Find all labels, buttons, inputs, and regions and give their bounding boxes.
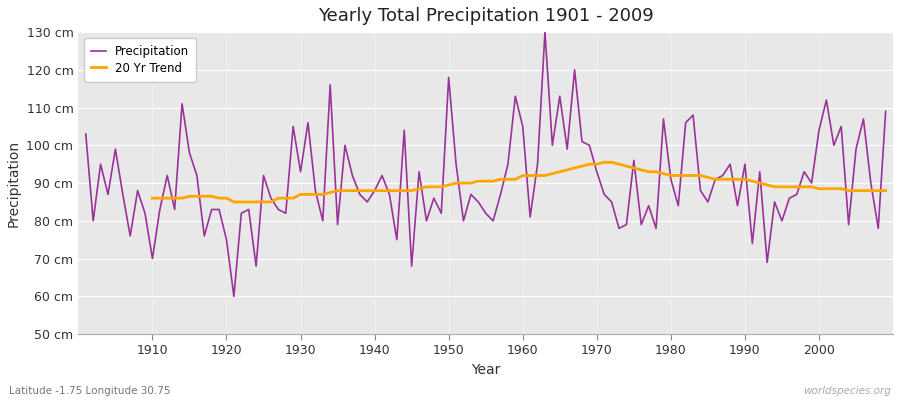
Precipitation [80, 132, 91, 136]
Text: worldspecies.org: worldspecies.org [803, 386, 891, 396]
Precipitation [621, 222, 632, 227]
20 Yr Trend [858, 188, 868, 193]
Text: Latitude -1.75 Longitude 30.75: Latitude -1.75 Longitude 30.75 [9, 386, 170, 396]
Y-axis label: Precipitation: Precipitation [7, 140, 21, 227]
Precipitation [540, 30, 551, 34]
20 Yr Trend [598, 160, 609, 165]
20 Yr Trend [325, 190, 336, 195]
Title: Yearly Total Precipitation 1901 - 2009: Yearly Total Precipitation 1901 - 2009 [318, 7, 653, 25]
20 Yr Trend [229, 200, 239, 204]
20 Yr Trend [880, 188, 891, 193]
20 Yr Trend [295, 192, 306, 197]
20 Yr Trend [591, 162, 602, 166]
Precipitation [355, 192, 365, 197]
Precipitation [310, 188, 320, 193]
20 Yr Trend [147, 196, 158, 200]
20 Yr Trend [532, 173, 543, 178]
Precipitation [525, 215, 535, 220]
Line: Precipitation: Precipitation [86, 32, 886, 296]
X-axis label: Year: Year [471, 363, 500, 377]
Legend: Precipitation, 20 Yr Trend: Precipitation, 20 Yr Trend [85, 38, 196, 82]
Precipitation [229, 294, 239, 299]
Precipitation [140, 211, 150, 216]
Line: 20 Yr Trend: 20 Yr Trend [152, 162, 886, 202]
20 Yr Trend [836, 186, 847, 191]
Precipitation [518, 124, 528, 129]
Precipitation [880, 109, 891, 114]
